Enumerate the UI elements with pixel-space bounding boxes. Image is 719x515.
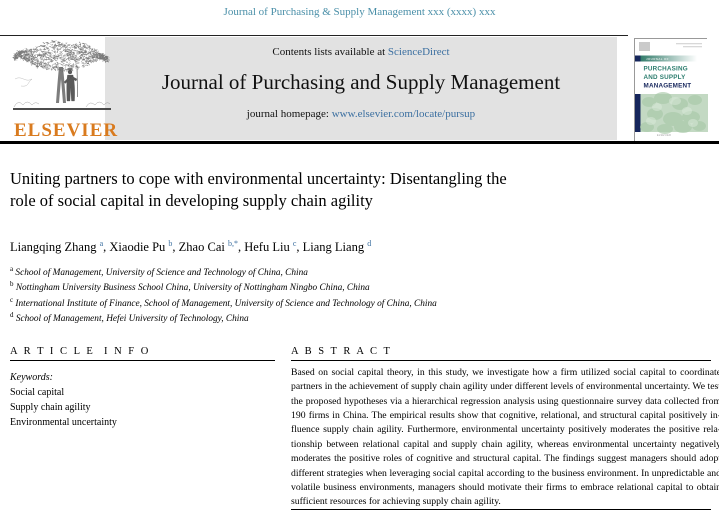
svg-text:PURCHASING: PURCHASING	[644, 66, 688, 73]
svg-text:JOURNAL OF: JOURNAL OF	[646, 57, 669, 61]
svg-text:AND SUPPLY: AND SUPPLY	[644, 74, 687, 81]
svg-text:MANAGEMENT: MANAGEMENT	[644, 83, 692, 90]
svg-text:ELSEVIER: ELSEVIER	[657, 134, 671, 137]
